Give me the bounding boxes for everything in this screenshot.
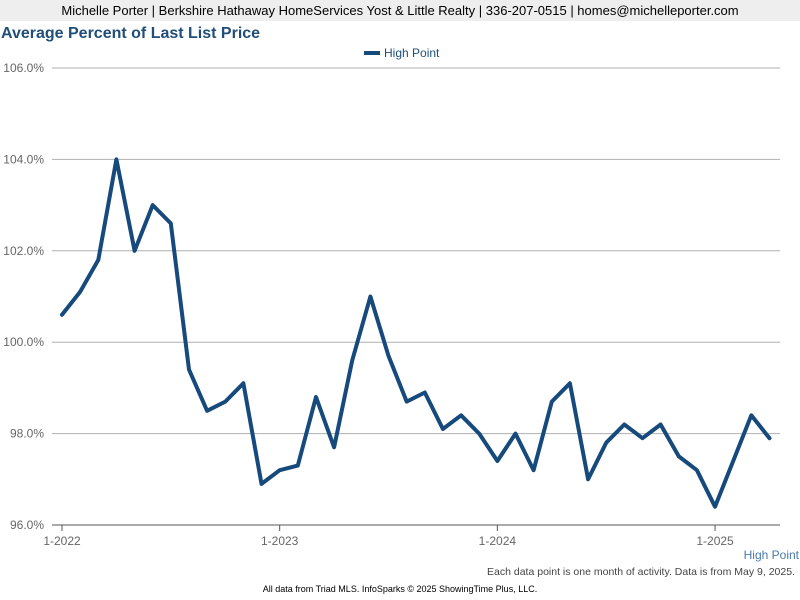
series-name-label: High Point — [743, 548, 799, 562]
data-point — [332, 445, 336, 449]
data-point — [260, 482, 264, 486]
data-point — [514, 432, 517, 436]
chart-axes: 96.0% 98.0% 100.0% 102.0% 104.0% 106.0% 1-2022… — [3, 61, 780, 548]
data-point — [205, 409, 209, 413]
data-point — [477, 432, 481, 436]
data-point — [550, 400, 554, 404]
data-point — [731, 459, 735, 463]
chart-title: Average Percent of Last List Price — [1, 25, 261, 42]
data-point — [296, 464, 300, 468]
data-point — [586, 477, 590, 481]
data-point — [241, 381, 245, 385]
data-point — [604, 441, 608, 445]
data-point — [459, 413, 463, 417]
data-point — [387, 354, 391, 358]
data-point — [368, 295, 372, 298]
data-point — [695, 468, 699, 472]
data-point — [568, 381, 572, 385]
data-point — [622, 422, 626, 426]
data-point — [223, 400, 227, 404]
data-point — [114, 157, 118, 161]
y-tick-label: 98.0% — [10, 427, 44, 441]
x-tick-label: 1-2023 — [261, 534, 299, 548]
agent-header-bar: Michelle Porter | Berkshire Hathaway Hom… — [0, 0, 800, 21]
data-point — [133, 249, 137, 253]
data-point — [278, 468, 282, 472]
data-point — [749, 413, 753, 417]
data-point — [441, 427, 445, 431]
data-point — [677, 454, 681, 458]
data-point — [314, 395, 318, 399]
data-point — [151, 203, 155, 207]
x-tick-label: 1-2024 — [479, 534, 517, 548]
x-tick-label: 1-2025 — [696, 534, 734, 548]
y-tick-label: 100.0% — [3, 335, 44, 349]
series-line-high-point — [60, 157, 772, 509]
data-point — [767, 436, 771, 440]
y-tick-label: 106.0% — [3, 61, 44, 75]
data-point — [495, 459, 499, 463]
data-point — [187, 368, 191, 372]
data-point — [350, 358, 354, 362]
data-footnote: Each data point is one month of activity… — [487, 566, 795, 578]
data-point — [405, 400, 409, 404]
chart-gridlines — [52, 67, 780, 435]
legend-series-label: High Point — [384, 46, 440, 60]
data-point — [78, 290, 82, 294]
data-point — [659, 422, 663, 426]
y-tick-label: 104.0% — [3, 152, 44, 166]
data-point — [60, 313, 64, 317]
chart-series — [60, 157, 772, 509]
chart-legend[interactable]: High Point — [364, 46, 439, 60]
data-point — [423, 390, 427, 394]
source-footer: All data from Triad MLS. InfoSparks © 20… — [262, 584, 538, 594]
data-point — [532, 468, 536, 472]
data-point — [96, 258, 100, 262]
y-tick-label: 102.0% — [3, 244, 44, 258]
data-point — [169, 221, 173, 225]
legend-line-swatch — [364, 51, 380, 55]
data-point — [640, 436, 644, 440]
data-point — [713, 505, 717, 509]
x-tick-label: 1-2022 — [43, 534, 81, 548]
agent-contact-text: Michelle Porter | Berkshire Hathaway Hom… — [61, 3, 739, 18]
y-tick-label: 96.0% — [10, 518, 44, 532]
